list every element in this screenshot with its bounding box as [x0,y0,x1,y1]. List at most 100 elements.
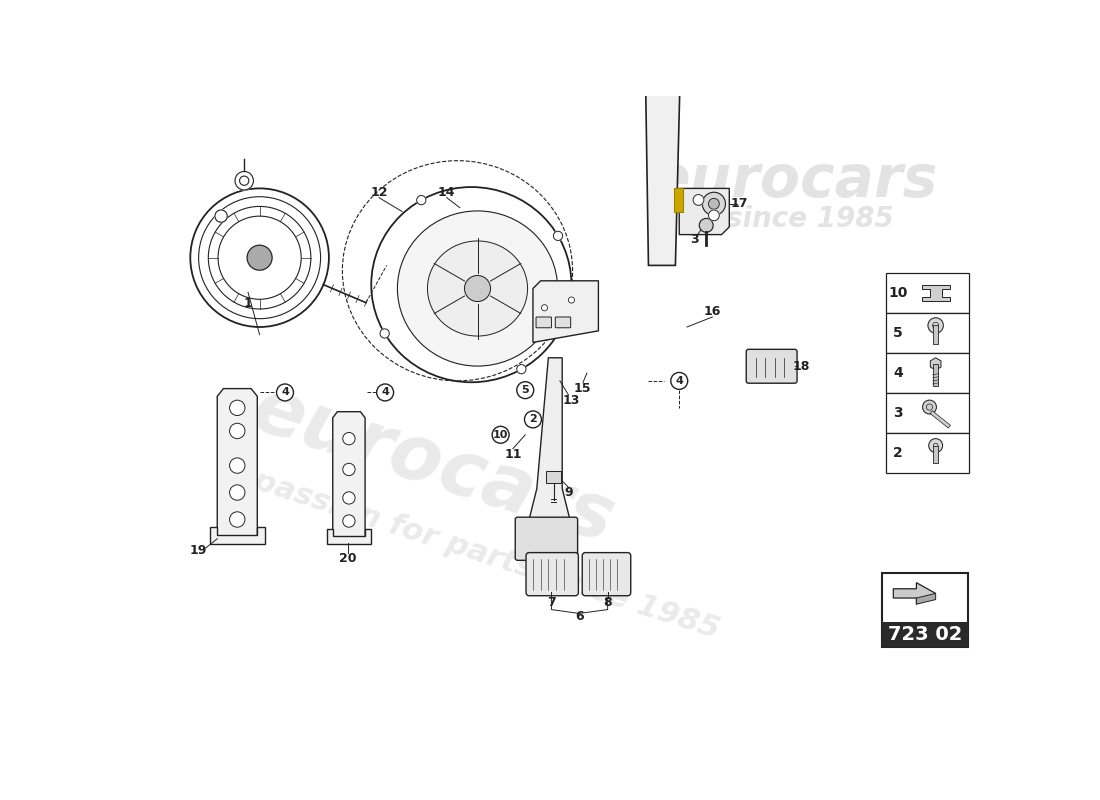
Circle shape [464,275,491,302]
Text: 1: 1 [244,297,252,310]
Circle shape [569,297,574,303]
Circle shape [235,171,253,190]
Ellipse shape [428,241,528,336]
Text: eurocars: eurocars [243,372,623,559]
Text: 16: 16 [704,305,720,318]
Circle shape [248,246,272,270]
Text: 9: 9 [564,486,573,499]
Circle shape [230,400,245,415]
FancyBboxPatch shape [526,553,579,596]
Bar [886,273,969,313]
Circle shape [417,195,426,205]
FancyBboxPatch shape [582,553,630,596]
Text: 20: 20 [340,551,356,565]
FancyBboxPatch shape [515,517,578,560]
Polygon shape [916,594,936,604]
Circle shape [693,194,704,206]
Polygon shape [645,19,682,266]
Polygon shape [218,389,257,542]
Bar [886,353,969,394]
Ellipse shape [372,187,572,382]
Text: 2: 2 [529,414,537,424]
Bar [886,434,969,474]
Circle shape [517,382,534,398]
Text: 5: 5 [521,385,529,395]
Circle shape [541,305,548,311]
Circle shape [343,492,355,504]
FancyBboxPatch shape [746,350,798,383]
Circle shape [928,318,944,333]
Bar [933,326,938,344]
Bar [886,394,969,434]
Circle shape [230,458,245,474]
Bar [546,471,561,483]
Circle shape [343,433,355,445]
Circle shape [708,198,719,209]
Bar [882,622,968,646]
Bar [674,188,683,211]
Circle shape [492,426,509,443]
Circle shape [517,365,526,374]
Circle shape [343,463,355,476]
Polygon shape [922,286,949,301]
Circle shape [276,384,294,401]
Bar [933,364,938,386]
Polygon shape [680,188,729,234]
Text: 3: 3 [893,406,903,420]
Text: 4: 4 [893,366,903,380]
Bar [882,574,968,646]
Text: since 1985: since 1985 [726,206,894,234]
FancyBboxPatch shape [634,2,692,29]
Circle shape [708,210,719,221]
Circle shape [923,400,936,414]
Bar [644,0,682,2]
Text: 4: 4 [382,387,389,398]
Circle shape [230,485,245,500]
Circle shape [190,189,329,327]
Text: 12: 12 [371,186,387,198]
Polygon shape [893,582,936,604]
Text: 13: 13 [563,394,580,406]
FancyBboxPatch shape [536,317,551,328]
Circle shape [214,210,228,222]
Circle shape [525,411,541,428]
Text: 15: 15 [573,382,591,395]
Polygon shape [931,358,940,370]
Polygon shape [209,527,265,544]
Text: 6: 6 [575,610,583,623]
Circle shape [928,438,943,453]
Text: 11: 11 [504,447,521,461]
Polygon shape [534,281,598,342]
Circle shape [208,206,311,309]
Circle shape [376,384,394,401]
Text: 14: 14 [438,186,455,198]
Polygon shape [327,529,372,544]
Circle shape [379,329,389,338]
Text: 8: 8 [603,596,612,609]
Circle shape [230,423,245,438]
Text: 4: 4 [675,376,683,386]
Polygon shape [332,412,365,542]
Circle shape [199,197,320,318]
Text: 3: 3 [691,233,698,246]
Circle shape [218,216,301,299]
Text: eurocars: eurocars [651,152,938,209]
Text: 723 02: 723 02 [888,625,962,644]
Text: 10: 10 [493,430,508,440]
Circle shape [230,512,245,527]
Text: 4: 4 [282,387,289,398]
Bar [933,446,938,462]
Polygon shape [529,358,570,519]
Text: 18: 18 [792,360,810,373]
Text: 7: 7 [547,596,556,609]
Text: 17: 17 [730,198,748,210]
Circle shape [553,231,563,241]
Bar [886,313,969,353]
Ellipse shape [397,211,558,366]
FancyBboxPatch shape [556,317,571,328]
Text: 19: 19 [189,544,207,557]
Circle shape [700,218,713,232]
Circle shape [240,176,249,186]
Text: 5: 5 [893,326,903,340]
Circle shape [671,373,688,390]
